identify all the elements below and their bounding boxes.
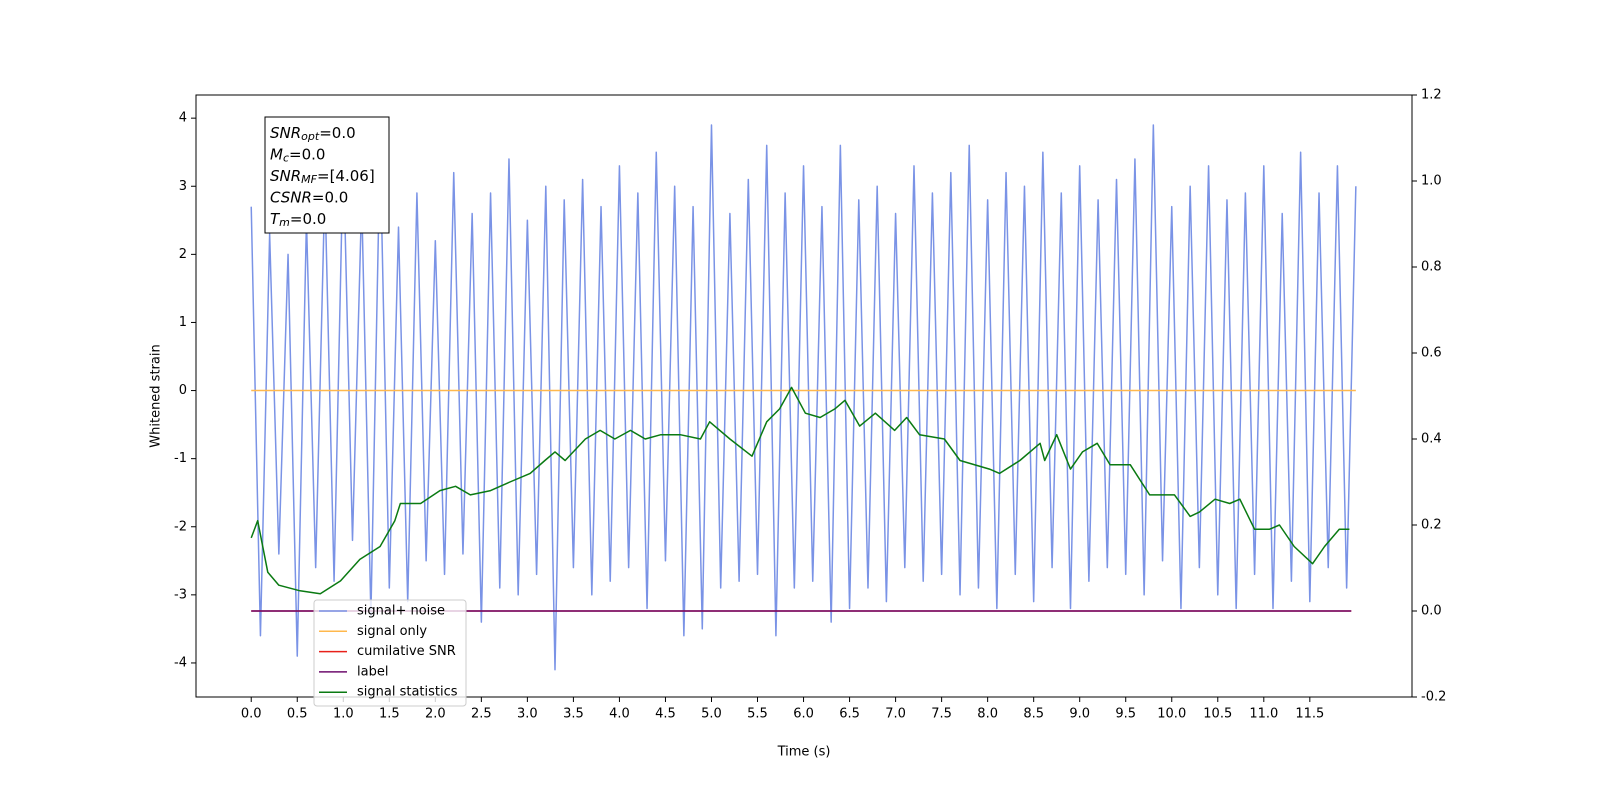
legend-label: cumilative SNR: [357, 644, 456, 659]
x-tick-label: 8.0: [977, 707, 998, 722]
y2-tick-label: 0.4: [1421, 432, 1442, 447]
legend-label: signal+ noise: [357, 604, 445, 619]
legend-label: signal only: [357, 624, 427, 639]
y-tick-label: 0: [179, 383, 187, 398]
x-tick-label: 0.0: [241, 707, 262, 722]
annotation-line: Mc=0.0: [270, 145, 325, 165]
series-line: [250, 386, 1350, 595]
x-tick-label: 8.5: [1023, 707, 1044, 722]
y-tick-label: -2: [174, 519, 187, 534]
x-tick-label: 1.5: [379, 707, 400, 722]
x-tick-label: 7.0: [885, 707, 906, 722]
annotation-symbol: SNR: [270, 167, 301, 185]
x-tick-label: 11.0: [1249, 707, 1278, 722]
x-tick-label: 1.0: [333, 707, 354, 722]
x-tick-label: 3.5: [563, 707, 584, 722]
x-tick-label: 2.0: [425, 707, 446, 722]
annotation-text: =0.0: [289, 145, 325, 163]
x-tick-label: 6.0: [793, 707, 814, 722]
y-tick-label: 3: [179, 179, 187, 194]
annotation-line: SNRMF=[4.06]: [270, 167, 375, 187]
y-tick-label: 1: [179, 315, 187, 330]
x-tick-label: 3.0: [517, 707, 538, 722]
y2-tick-label: 1.0: [1421, 174, 1442, 189]
annotation-line: CSNR=0.0: [270, 188, 348, 206]
y-tick-label: 4: [179, 111, 187, 126]
annotation-symbol: CSNR: [270, 188, 312, 206]
x-tick-label: 5.5: [747, 707, 768, 722]
annotation-symbol: T: [270, 210, 281, 228]
y-tick-label: -1: [174, 451, 187, 466]
legend-box: [313, 599, 467, 707]
legend: signal+ noise signal only cumilative SNR la…: [313, 599, 467, 707]
x-tick-label: 10.0: [1157, 707, 1186, 722]
legend-label: signal statistics: [357, 685, 458, 700]
annotation-text: =0.0: [319, 124, 355, 142]
y2-tick-label: 0.8: [1421, 260, 1442, 275]
series-line: [250, 124, 1357, 671]
annotation-line: SNRopt=0.0: [270, 124, 356, 144]
x-tick-label: 9.0: [1069, 707, 1090, 722]
x-tick-label: 0.5: [287, 707, 308, 722]
annotation-text: =0.0: [312, 188, 348, 206]
y-tick-label: -4: [174, 655, 187, 670]
y-axis-label: Whitened strain: [149, 344, 164, 447]
annotation-subscript: opt: [301, 130, 320, 143]
annotation-text: =[4.06]: [317, 167, 375, 185]
y2-tick-label: 0.0: [1421, 604, 1442, 619]
x-tick-label: 5.0: [701, 707, 722, 722]
annotation-line: Tm=0.0: [270, 210, 326, 230]
x-tick-label: 9.5: [1115, 707, 1136, 722]
annotation-subscript: m: [279, 216, 290, 229]
plot-frame: [195, 94, 1413, 698]
x-tick-label: 10.5: [1203, 707, 1232, 722]
x-tick-label: 11.5: [1295, 707, 1324, 722]
annotation-symbol: M: [270, 145, 283, 163]
annotation-subscript: c: [283, 152, 289, 165]
y2-tick-label: 0.6: [1421, 346, 1442, 361]
x-tick-label: 7.5: [931, 707, 952, 722]
x-tick-label: 6.5: [839, 707, 860, 722]
annotation-subscript: MF: [301, 173, 317, 186]
x-tick-label: 4.5: [655, 707, 676, 722]
x-tick-label: 4.0: [609, 707, 630, 722]
annotation-symbol: SNR: [270, 124, 301, 142]
annotation-box: [264, 116, 390, 234]
y-tick-label: 2: [179, 247, 187, 262]
y2-tick-label: 0.2: [1421, 518, 1442, 533]
annotation-text: =0.0: [290, 210, 326, 228]
x-tick-label: 2.5: [471, 707, 492, 722]
y-tick-label: -3: [174, 587, 187, 602]
y2-tick-label: -0.2: [1421, 690, 1446, 705]
legend-label: label: [357, 664, 388, 679]
annotation: SNRopt=0.0Mc=0.0SNRMF=[4.06]CSNR=0.0Tm=0…: [264, 116, 390, 234]
x-axis-label: Time (s): [777, 745, 831, 760]
y2-tick-label: 1.2: [1421, 88, 1442, 103]
